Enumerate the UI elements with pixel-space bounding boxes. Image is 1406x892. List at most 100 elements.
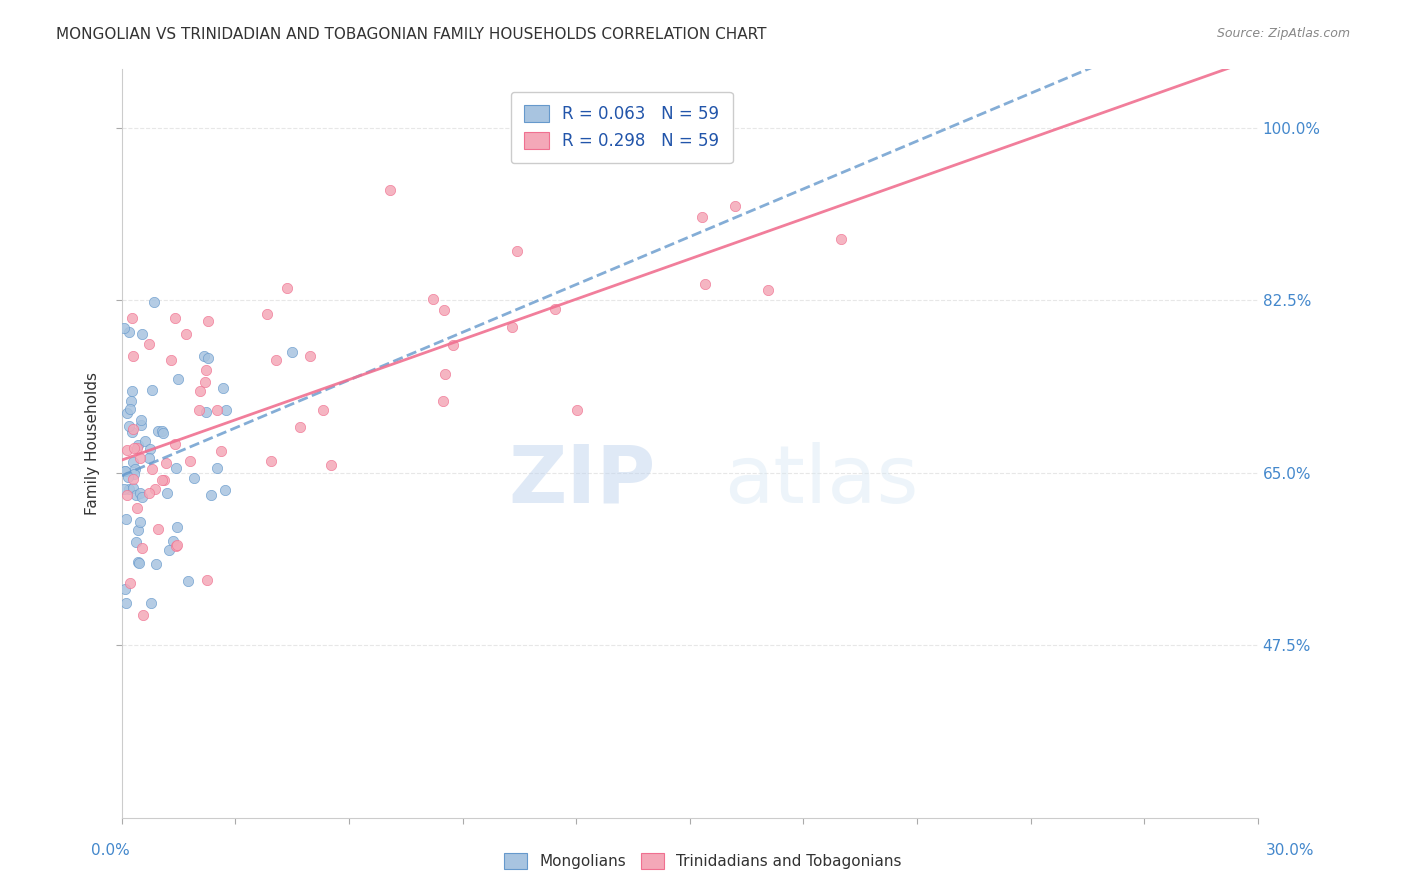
- Point: [128, 515, 150, 529]
- Point: [432, 394, 454, 409]
- Point: [506, 244, 529, 258]
- Point: [162, 534, 184, 549]
- Point: [194, 362, 217, 376]
- Point: [112, 483, 135, 497]
- Point: [146, 522, 169, 536]
- Point: [129, 418, 152, 433]
- Point: [118, 418, 141, 433]
- Point: [433, 368, 456, 382]
- Point: [256, 307, 278, 321]
- Point: [122, 442, 145, 456]
- Point: [197, 313, 219, 327]
- Point: [156, 486, 179, 500]
- Point: [150, 473, 173, 487]
- Point: [211, 381, 233, 395]
- Point: [214, 483, 236, 497]
- Point: [188, 384, 211, 398]
- Point: [131, 490, 153, 504]
- Point: [160, 352, 183, 367]
- Point: [174, 327, 197, 342]
- Point: [209, 444, 232, 458]
- Point: [127, 555, 149, 569]
- Point: [695, 277, 717, 291]
- Point: [378, 184, 401, 198]
- Point: [131, 541, 153, 555]
- Point: [112, 321, 135, 335]
- Point: [125, 442, 148, 456]
- Point: [120, 401, 142, 416]
- Point: [138, 450, 160, 465]
- Point: [121, 384, 143, 398]
- Point: [565, 403, 588, 417]
- Point: [132, 607, 155, 622]
- Point: [724, 198, 747, 212]
- Point: [143, 482, 166, 496]
- Point: [114, 511, 136, 525]
- Point: [215, 403, 238, 417]
- Point: [152, 473, 174, 487]
- Point: [114, 596, 136, 610]
- Point: [121, 310, 143, 325]
- Point: [194, 376, 217, 390]
- Point: [155, 456, 177, 470]
- Point: [205, 402, 228, 417]
- Point: [115, 442, 138, 457]
- Point: [129, 450, 152, 465]
- Point: [830, 231, 852, 245]
- Point: [141, 383, 163, 397]
- Text: 30.0%: 30.0%: [1267, 843, 1315, 858]
- Point: [134, 434, 156, 448]
- Point: [145, 557, 167, 571]
- Point: [150, 424, 173, 438]
- Legend: Mongolians, Trinidadians and Tobagonians: Mongolians, Trinidadians and Tobagonians: [498, 847, 908, 875]
- Point: [114, 464, 136, 478]
- Point: [200, 488, 222, 502]
- Point: [152, 425, 174, 440]
- Point: [433, 302, 456, 317]
- Point: [157, 543, 180, 558]
- Point: [312, 403, 335, 417]
- Point: [422, 292, 444, 306]
- Point: [690, 210, 713, 224]
- Point: [264, 353, 287, 368]
- Point: [260, 454, 283, 468]
- Point: [114, 582, 136, 596]
- Point: [127, 501, 149, 516]
- Point: [276, 281, 298, 295]
- Point: [141, 596, 163, 610]
- Point: [125, 488, 148, 502]
- Point: [179, 454, 201, 468]
- Point: [319, 458, 342, 472]
- Point: [118, 576, 141, 591]
- Point: [290, 420, 312, 434]
- Point: [124, 461, 146, 475]
- Point: [166, 538, 188, 552]
- Point: [121, 455, 143, 469]
- Point: [141, 462, 163, 476]
- Point: [122, 481, 145, 495]
- Text: Source: ZipAtlas.com: Source: ZipAtlas.com: [1216, 27, 1350, 40]
- Point: [544, 302, 567, 317]
- Point: [142, 294, 165, 309]
- Point: [138, 485, 160, 500]
- Point: [205, 461, 228, 475]
- Point: [131, 327, 153, 342]
- Point: [128, 556, 150, 570]
- Point: [122, 349, 145, 363]
- Point: [122, 472, 145, 486]
- Point: [194, 405, 217, 419]
- Point: [127, 438, 149, 452]
- Point: [129, 413, 152, 427]
- Point: [197, 351, 219, 365]
- Point: [138, 337, 160, 351]
- Point: [166, 520, 188, 534]
- Point: [165, 539, 187, 553]
- Point: [177, 574, 200, 589]
- Point: [125, 534, 148, 549]
- Point: [117, 406, 139, 420]
- Point: [118, 325, 141, 339]
- Point: [122, 422, 145, 436]
- Point: [166, 372, 188, 386]
- Point: [299, 350, 322, 364]
- Point: [195, 573, 218, 587]
